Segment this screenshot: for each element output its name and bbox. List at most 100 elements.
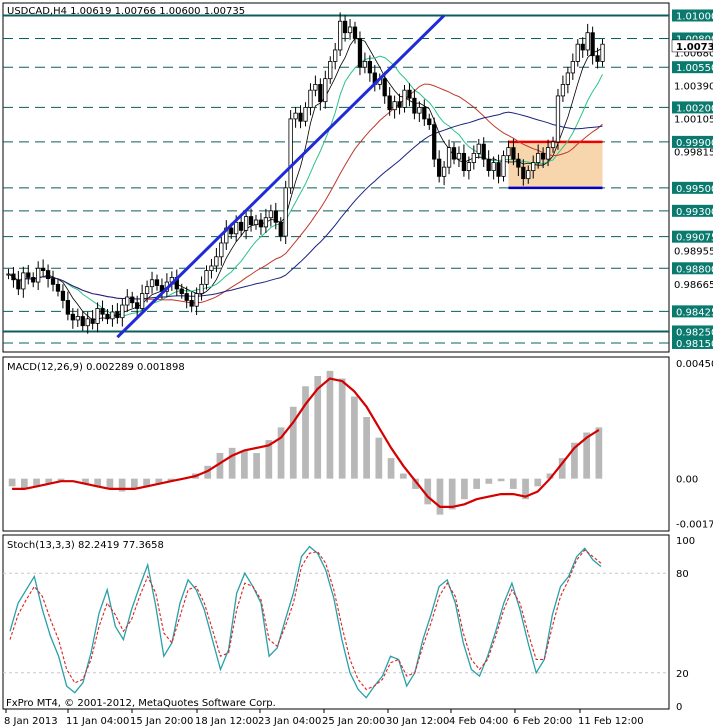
candle-body — [248, 216, 254, 226]
candle-body — [31, 277, 36, 283]
candle-body — [526, 170, 531, 180]
stoch-tick-2: 20 — [676, 669, 689, 680]
candle-body — [461, 152, 467, 172]
candle-body — [253, 219, 259, 226]
price-panel-frame — [2, 2, 670, 353]
level-tag-3 — [672, 101, 713, 114]
candle-body — [367, 61, 372, 74]
price-tick-1: 1.00680 — [674, 48, 713, 59]
current-price-label: 1.00735 — [676, 42, 713, 53]
trend-line — [116, 14, 446, 339]
candle-body — [45, 270, 51, 280]
macd-panel[interactable]: 0.004509 0.00 -0.001750 — [8, 359, 713, 531]
candle-body — [278, 221, 283, 237]
candle-body — [11, 273, 16, 281]
candle-body — [540, 152, 546, 160]
macd-signal-line — [12, 377, 600, 508]
price-panel[interactable]: 1.010001.008001.005501.002000.999000.995… — [3, 9, 713, 350]
candle-body — [125, 296, 130, 306]
candle-body — [387, 95, 392, 111]
candle-body — [263, 217, 269, 228]
candle-body — [21, 272, 26, 290]
macd-tick-2: -0.001750 — [676, 520, 713, 531]
time-label-4: 23 Jan 04:00 — [258, 716, 321, 727]
candle-body — [362, 61, 368, 68]
candle-body — [352, 26, 358, 39]
candle-body — [199, 283, 204, 294]
candle-body — [293, 112, 298, 120]
candle-body — [451, 147, 457, 160]
level-tag-2 — [672, 61, 713, 74]
candle-body — [590, 32, 595, 57]
candle-body — [140, 293, 145, 309]
candle-body — [110, 311, 115, 320]
candle-body — [595, 55, 600, 62]
level-tag-11 — [672, 336, 713, 349]
level-tag-8 — [672, 262, 713, 275]
candle-body — [545, 147, 551, 160]
candle-body — [60, 290, 66, 301]
time-axis: 8 Jan 2013 11 Jan 04:00 15 Jan 20:00 18 Jan… — [3, 708, 669, 727]
candle-body — [239, 221, 244, 231]
candle-body — [95, 308, 100, 324]
candle-body — [219, 242, 224, 258]
candle-body — [521, 166, 526, 180]
candle-body — [516, 158, 521, 168]
candle-body — [357, 38, 363, 68]
stoch-tick-0: 100 — [676, 536, 695, 547]
candle-body — [65, 300, 71, 315]
candle-body — [303, 107, 308, 122]
candle-body — [338, 20, 343, 51]
level-tag-0 — [672, 9, 713, 22]
level-tag-4 — [672, 135, 713, 148]
candle-body — [496, 162, 501, 177]
candle-body — [135, 302, 140, 309]
candle-body — [120, 304, 125, 319]
candle-body — [407, 89, 412, 99]
candle-body — [273, 210, 278, 223]
candle-body — [115, 311, 120, 319]
candle-body — [466, 162, 471, 172]
candle-body — [550, 141, 556, 149]
candle-body — [506, 147, 511, 157]
stoch-panel[interactable]: 100 80 20 0 — [3, 536, 695, 713]
candle-body — [258, 219, 264, 228]
candle-body — [471, 152, 476, 163]
candle-body — [194, 293, 199, 307]
stoch-k-line — [9, 545, 602, 699]
stoch-panel-frame — [2, 534, 670, 710]
candle-body — [491, 162, 496, 172]
price-tick-3: 1.00105 — [674, 114, 713, 125]
macd-header: MACD(12,26,9) 0.002289 0.001898 — [7, 362, 185, 373]
level-tag-7 — [672, 230, 713, 243]
price-tick-4: 0.99815 — [674, 148, 713, 159]
candle-body — [476, 143, 481, 154]
time-label-0: 8 Jan 2013 — [4, 716, 58, 727]
macd-tick-0: 0.004509 — [676, 359, 713, 370]
candle-body — [75, 316, 80, 321]
price-tick-8: 0.98665 — [674, 280, 713, 291]
candle-body — [308, 89, 313, 108]
macd-panel-frame — [2, 356, 670, 532]
candle-body — [417, 107, 422, 114]
time-label-1: 11 Jan 04:00 — [66, 716, 129, 727]
candle-body — [323, 78, 328, 103]
candle-body — [50, 278, 56, 285]
candle-body — [441, 166, 447, 177]
candle-body — [397, 101, 402, 108]
ma-navy — [8, 111, 603, 300]
candle-body — [382, 78, 387, 97]
candle-body — [313, 84, 318, 91]
candle-body — [486, 158, 491, 172]
candle-body — [149, 279, 155, 288]
time-label-6: 30 Jan 12:00 — [386, 716, 449, 727]
candle-body — [214, 256, 219, 267]
candle-body — [268, 210, 273, 219]
candle-body — [392, 101, 397, 111]
